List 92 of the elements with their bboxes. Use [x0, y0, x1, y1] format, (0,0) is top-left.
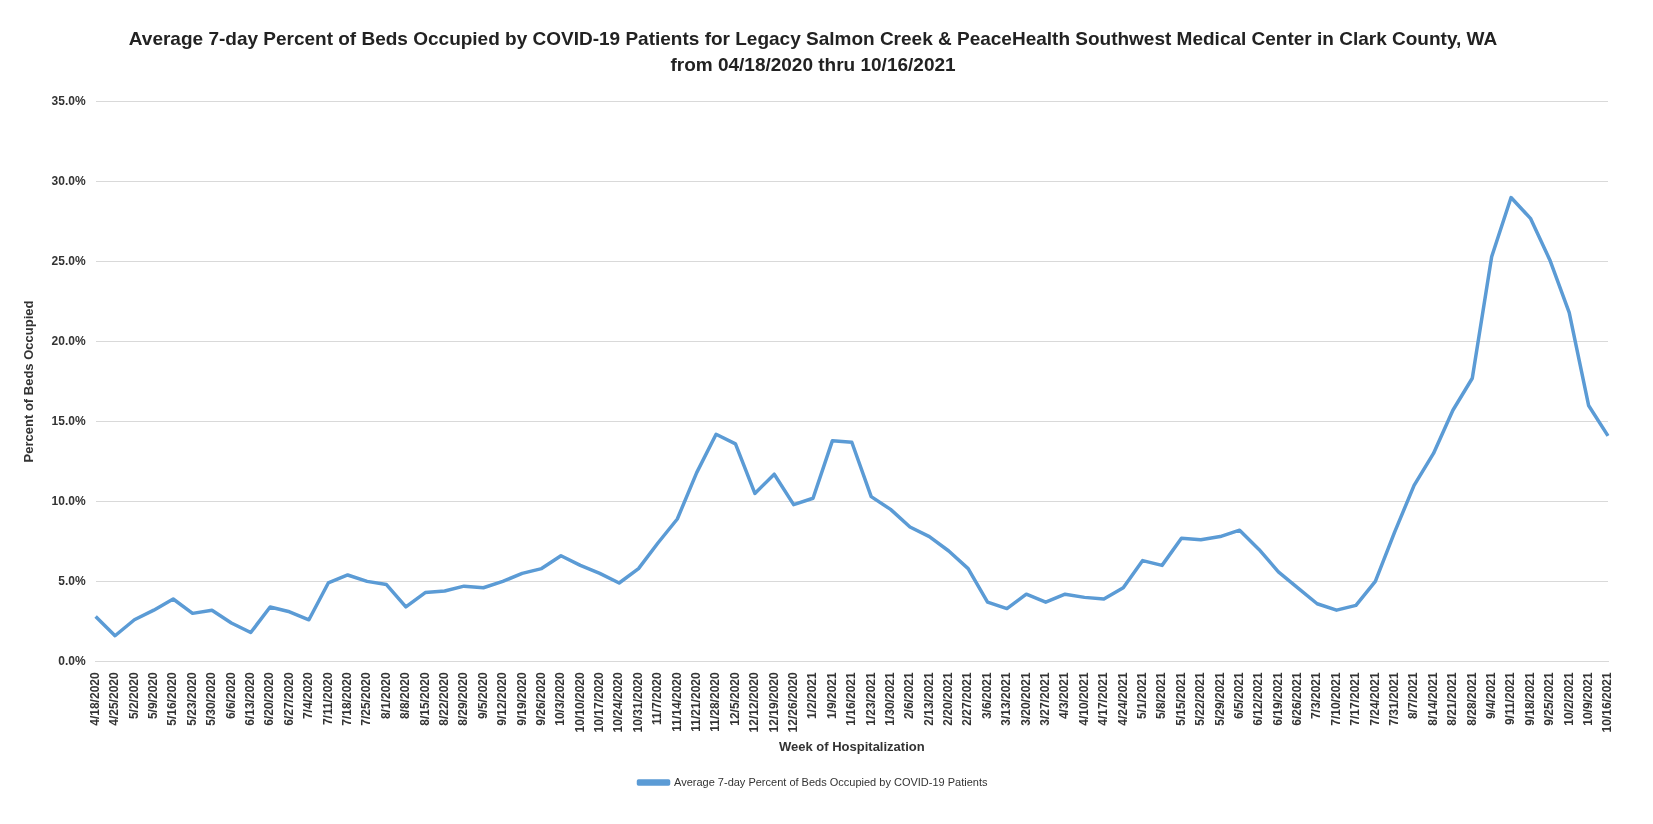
x-tick-label: 8/15/2020: [417, 672, 432, 726]
x-tick-label: 9/11/2021: [1503, 672, 1518, 726]
x-tick-label: 5/15/2021: [1173, 672, 1188, 726]
x-tick-label: 1/23/2021: [863, 672, 878, 726]
x-tick-label: 6/6/2020: [223, 672, 238, 720]
x-tick-label: 5/30/2020: [204, 672, 219, 726]
x-tick-label: 4/3/2021: [1057, 672, 1072, 720]
x-tick-label: 9/18/2021: [1522, 672, 1537, 726]
x-tick-label: 2/27/2021: [960, 672, 975, 726]
x-tick-label: 10/16/2021: [1600, 672, 1615, 733]
x-tick-label: 7/17/2021: [1348, 672, 1363, 726]
x-tick-label: 8/28/2021: [1464, 672, 1479, 726]
x-tick-label: 3/6/2021: [979, 672, 994, 720]
x-tick-label: 6/13/2020: [243, 672, 258, 726]
y-axis-title: Percent of Beds Occupied: [21, 300, 37, 463]
x-tick-label: 1/9/2021: [824, 672, 839, 720]
y-tick-label: 0.0%: [58, 653, 86, 668]
x-tick-label: 6/19/2021: [1270, 672, 1285, 726]
x-tick-label: 9/19/2020: [514, 672, 529, 726]
x-tick-label: 4/17/2021: [1096, 672, 1111, 726]
x-tick-label: 12/26/2020: [785, 672, 800, 733]
x-tick-label: 2/6/2021: [902, 672, 917, 720]
x-tick-label: 9/12/2020: [495, 672, 510, 726]
x-tick-label: 10/9/2021: [1580, 672, 1595, 726]
x-tick-label: 5/23/2020: [184, 672, 199, 726]
x-tick-label: 1/2/2021: [805, 672, 820, 720]
x-tick-label: 10/2/2021: [1561, 672, 1576, 726]
x-tick-label: 7/18/2020: [340, 672, 354, 726]
x-tick-label: 5/2/2020: [126, 672, 141, 720]
x-tick-label: 10/10/2020: [572, 672, 587, 733]
x-tick-label: 11/14/2020: [669, 672, 684, 732]
chart-subtitle: from 04/18/2020 thru 10/16/2021: [670, 54, 957, 76]
x-tick-label: 4/18/2020: [87, 672, 102, 726]
x-tick-label: 4/25/2020: [107, 672, 122, 726]
x-tick-label: 12/5/2020: [727, 672, 742, 726]
x-tick-label: 7/24/2021: [1367, 672, 1382, 726]
x-tick-label: 1/30/2021: [882, 672, 897, 726]
x-tick-label: 6/5/2021: [1231, 672, 1246, 720]
x-tick-label: 7/31/2021: [1387, 672, 1402, 726]
x-tick-label: 10/17/2020: [592, 672, 607, 733]
x-tick-label: 5/1/2021: [1134, 672, 1149, 720]
x-tick-label: 6/27/2020: [281, 672, 296, 726]
x-tick-label: 5/9/2020: [146, 672, 161, 720]
y-tick-label: 15.0%: [51, 413, 86, 428]
x-tick-label: 8/29/2020: [456, 672, 471, 726]
x-tick-label: 5/16/2020: [165, 672, 180, 726]
x-tick-label: 7/11/2020: [320, 672, 335, 726]
y-tick-label: 10.0%: [51, 493, 86, 508]
x-tick-label: 8/14/2021: [1425, 672, 1440, 726]
y-tick-label: 25.0%: [51, 253, 86, 268]
x-tick-label: 7/3/2021: [1309, 672, 1324, 720]
x-tick-label: 7/10/2021: [1328, 672, 1343, 726]
x-tick-label: 5/8/2021: [1154, 672, 1169, 720]
x-tick-label: 5/22/2021: [1193, 672, 1208, 726]
x-tick-label: 10/24/2020: [611, 672, 626, 733]
x-tick-label: 6/20/2020: [262, 672, 277, 726]
x-tick-label: 10/3/2020: [553, 672, 568, 726]
x-tick-label: 3/13/2021: [999, 672, 1014, 726]
x-tick-label: 6/12/2021: [1251, 672, 1266, 726]
y-tick-label: 5.0%: [58, 573, 86, 588]
x-tick-label: 9/5/2020: [475, 672, 490, 720]
x-tick-label: 4/24/2021: [1115, 672, 1130, 726]
x-tick-label: 11/28/2020: [708, 672, 723, 732]
x-tick-label: 5/29/2021: [1212, 672, 1227, 726]
y-tick-label: 35.0%: [51, 93, 86, 108]
x-tick-label: 9/4/2021: [1483, 672, 1498, 720]
x-tick-label: 12/19/2020: [766, 672, 781, 733]
x-tick-label: 4/10/2021: [1076, 672, 1091, 726]
x-tick-label: 8/1/2020: [378, 672, 393, 720]
chart-title: Average 7-day Percent of Beds Occupied by COVID-19 Patients for Legacy Salmon Creek & PeaceHealth Southwest Medical Center in Clark County, WA: [128, 27, 1498, 49]
x-tick-label: 8/22/2020: [436, 672, 451, 726]
x-tick-label: 6/26/2021: [1290, 672, 1305, 726]
x-tick-label: 8/21/2021: [1445, 672, 1460, 726]
x-tick-label: 11/21/2020: [689, 672, 704, 732]
x-axis-title: Week of Hospitalization: [778, 738, 925, 754]
x-tick-label: 2/20/2021: [941, 672, 956, 726]
y-tick-label: 20.0%: [51, 333, 86, 348]
y-tick-label: 30.0%: [51, 173, 86, 188]
x-tick-label: 12/12/2020: [747, 672, 762, 733]
x-tick-label: 7/25/2020: [359, 672, 374, 726]
x-tick-label: 3/20/2021: [1018, 672, 1033, 726]
x-tick-label: 8/7/2021: [1406, 672, 1421, 720]
x-tick-label: 7/4/2020: [301, 672, 316, 720]
x-tick-label: 1/16/2021: [844, 672, 859, 726]
x-tick-label: 10/31/2020: [630, 672, 645, 733]
legend-label: Average 7-day Percent of Beds Occupied by COVID-19 Patients: [674, 775, 988, 788]
x-tick-label: 11/7/2020: [650, 672, 665, 726]
x-tick-label: 8/8/2020: [398, 672, 413, 720]
x-tick-label: 3/27/2021: [1038, 672, 1053, 726]
x-tick-label: 2/13/2021: [921, 672, 936, 726]
x-tick-label: 9/25/2021: [1542, 672, 1557, 726]
x-tick-label: 9/26/2020: [533, 672, 548, 726]
